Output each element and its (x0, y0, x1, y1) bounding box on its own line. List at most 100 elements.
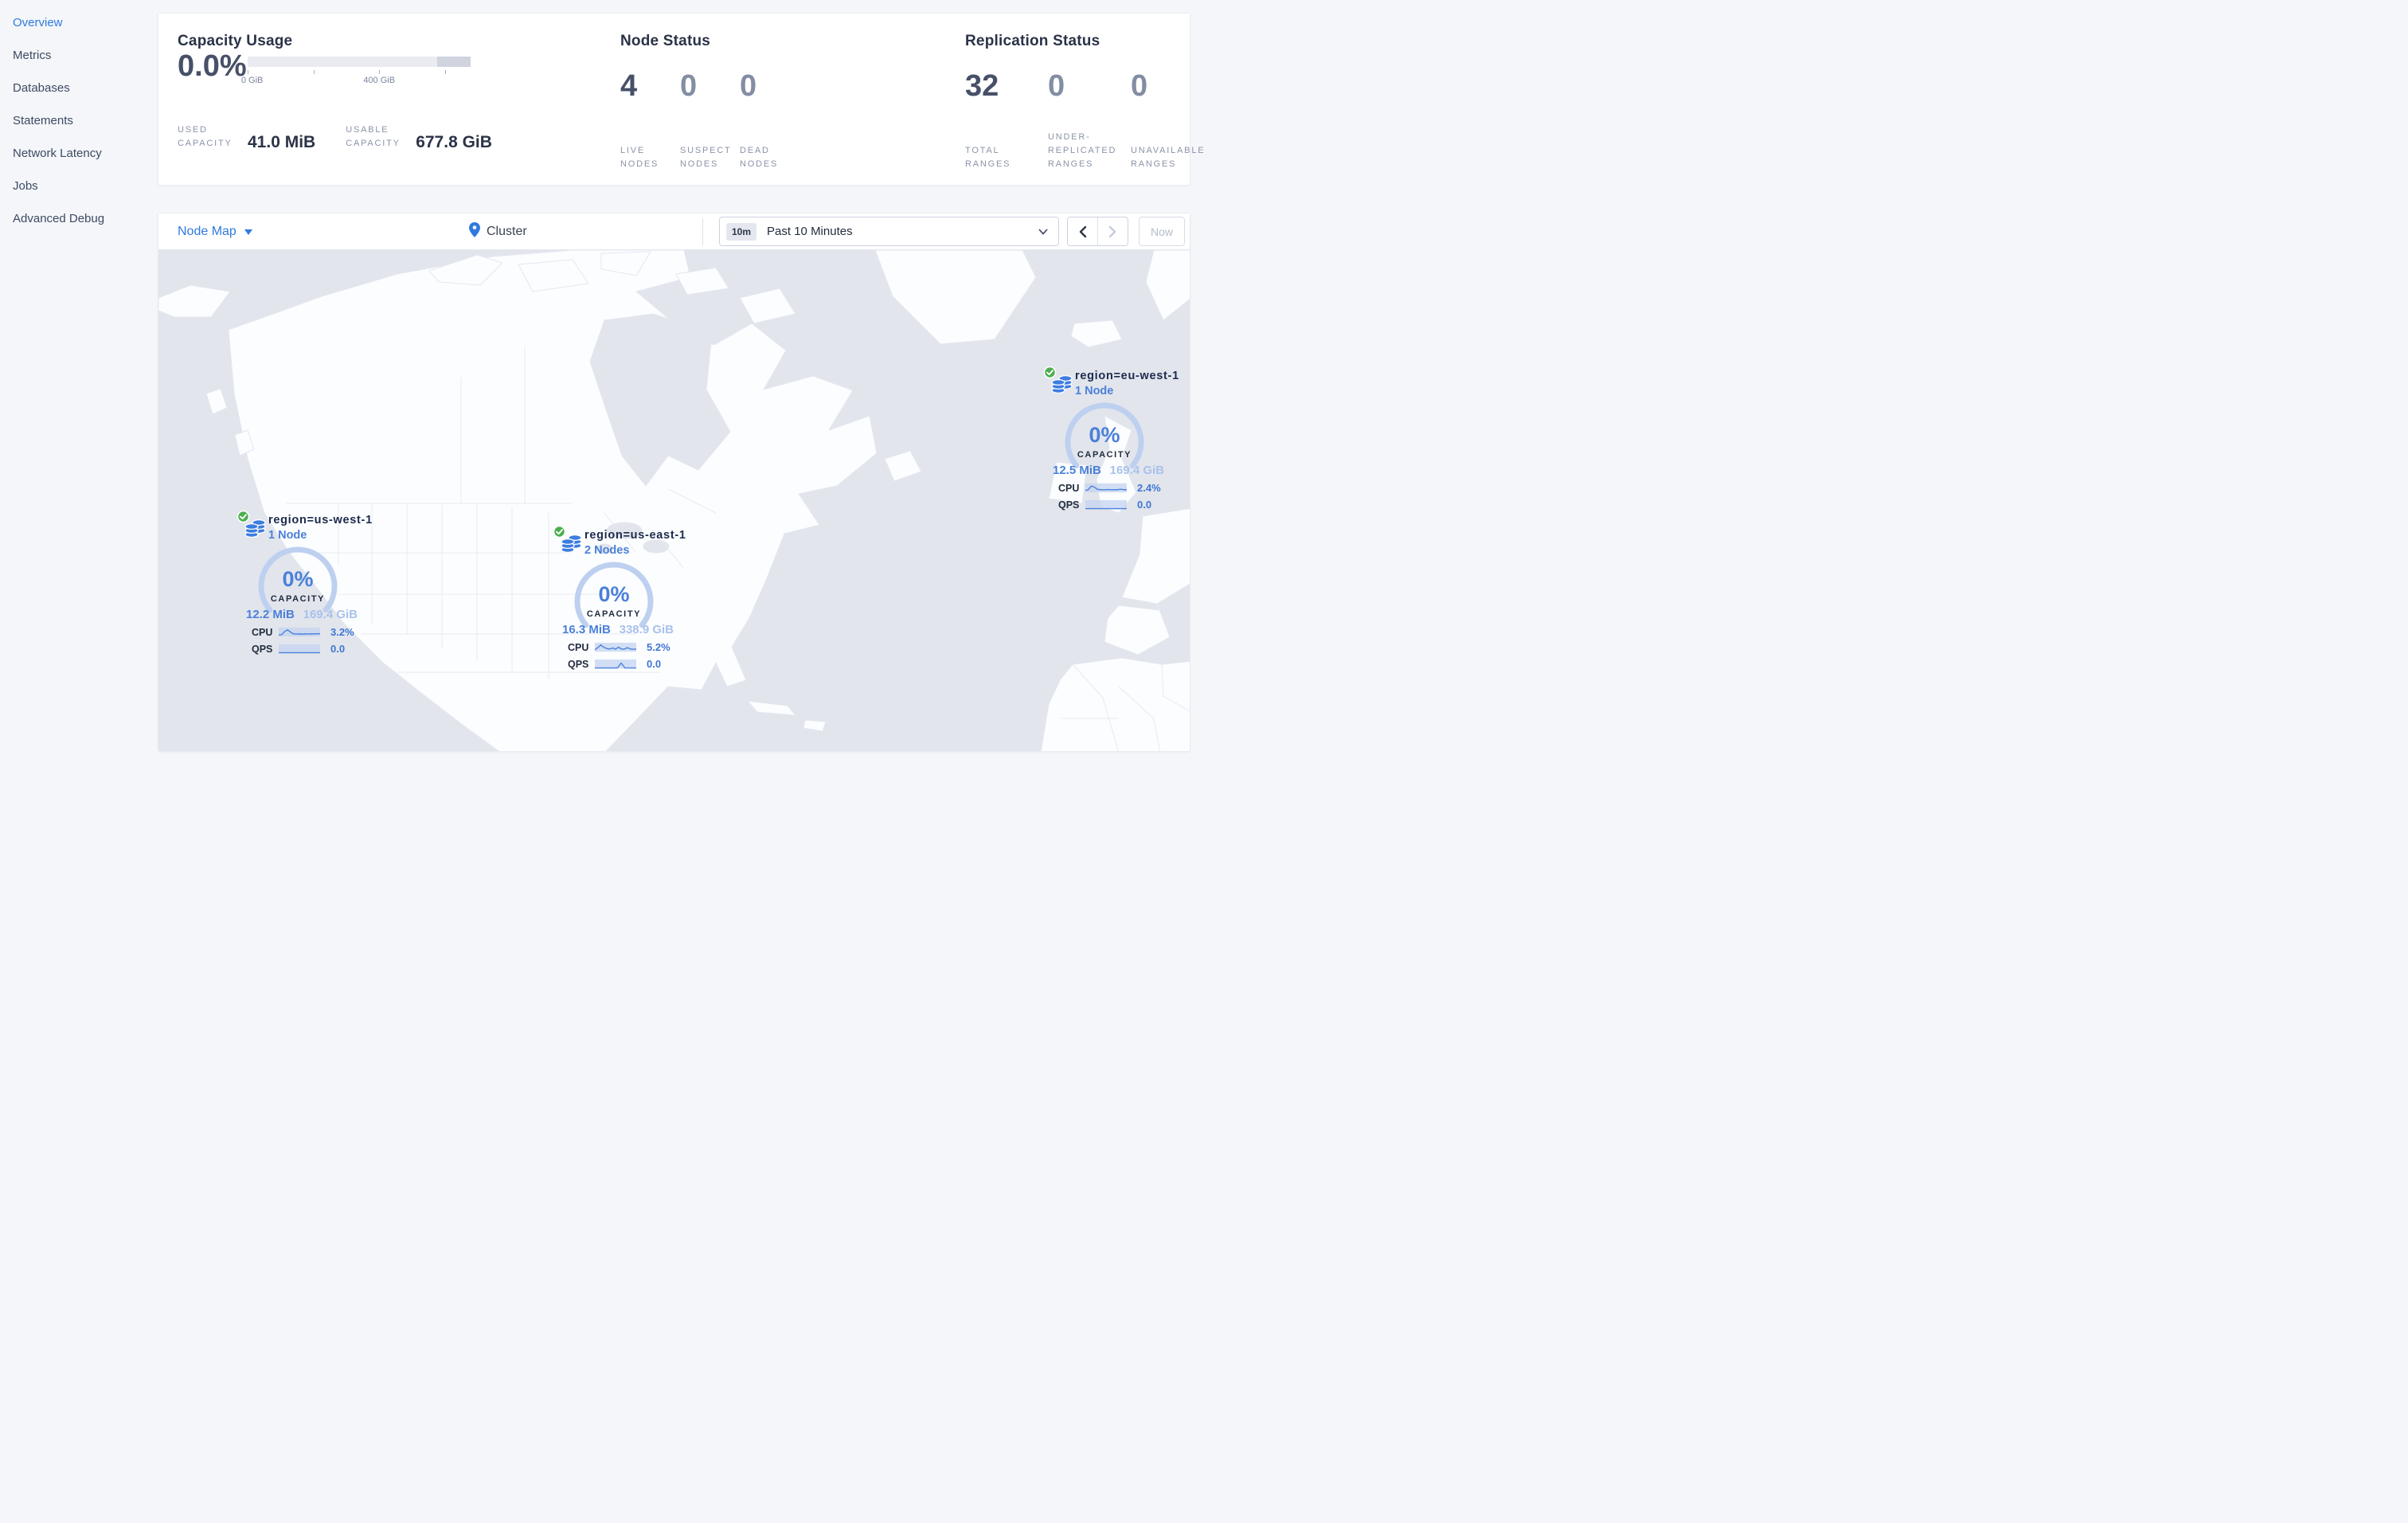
capacity-tick-label-400: 400 GiB (363, 76, 396, 85)
database-stack-icon (244, 518, 266, 543)
usable-capacity-value: 677.8 GiB (416, 133, 492, 151)
capacity-tick-200 (313, 70, 315, 74)
chevron-down-icon (244, 229, 252, 235)
healthy-check-icon (1043, 366, 1057, 383)
capacity-bar-reserved-segment (437, 57, 471, 67)
stat-unavailable-ranges: 0 UNAVAILABLE RANGES (1131, 69, 1204, 171)
time-range-next-button[interactable] (1098, 217, 1128, 245)
capacity-usage-section: Capacity Usage 0.0% 0 GiB 400 GiB (178, 33, 492, 151)
stat-live-nodes: 4 LIVE NODES (620, 69, 670, 171)
capacity-arc (574, 562, 654, 628)
capacity-caption: CAPACITY (1077, 450, 1132, 460)
map-toolbar: Node Map Cluster 10m Past 10 Minutes (158, 213, 1190, 250)
cpu-value: 5.2% (647, 641, 670, 653)
node-status-section: Node Status 4 LIVE NODES 0 SUSPECT NODES… (620, 33, 799, 171)
capacity-gauge: 0% CAPACITY (1065, 402, 1144, 482)
region-name: region=eu-west-1 (1075, 370, 1179, 382)
cpu-value: 3.2% (330, 626, 354, 638)
section-title-capacity-usage: Capacity Usage (178, 33, 293, 49)
sidebar-item-advanced-debug[interactable]: Advanced Debug (13, 212, 105, 225)
cluster-summary-panel: Capacity Usage 0.0% 0 GiB 400 GiB (158, 13, 1204, 186)
node-map: region=us-west-1 1 Node 0% CAPACITY 12.2… (158, 250, 1190, 751)
used-capacity-value: 41.0 MiB (248, 133, 316, 151)
time-range-dropdown[interactable]: 10m Past 10 Minutes (719, 217, 1059, 246)
healthy-check-icon (236, 510, 250, 527)
sidebar-item-jobs[interactable]: Jobs (13, 179, 38, 193)
region-name: region=us-west-1 (268, 514, 373, 527)
section-title-replication-status: Replication Status (965, 33, 1100, 49)
qps-value: 0.0 (647, 658, 662, 670)
time-range-prev-button[interactable] (1068, 217, 1097, 245)
cpu-value: 2.4% (1137, 482, 1161, 494)
view-selector-dropdown[interactable]: Node Map (178, 213, 252, 250)
suspect-nodes-value: 0 (680, 69, 698, 103)
qps-sparkline (595, 659, 636, 670)
region-node-count: 1 Node (268, 529, 307, 542)
stat-dead-nodes: 0 DEAD NODES (740, 69, 789, 171)
world-map (158, 250, 1190, 751)
live-nodes-value: 4 (620, 69, 638, 103)
time-range-label: Past 10 Minutes (767, 225, 853, 238)
region-marker-us-west-1[interactable]: region=us-west-1 1 Node 0% CAPACITY 12.2… (236, 510, 372, 655)
stat-under-replicated-ranges: 0 UNDER-REPLICATED RANGES (1048, 69, 1120, 171)
qps-label: QPS (252, 643, 273, 655)
qps-label: QPS (568, 658, 589, 670)
cpu-label: CPU (568, 641, 589, 653)
capacity-gauge: 0% CAPACITY (258, 546, 338, 626)
region-usable-capacity: 169.4 GiB (303, 608, 358, 621)
sidebar-item-overview[interactable]: Overview (13, 16, 63, 29)
section-title-node-status: Node Status (620, 33, 711, 49)
capacity-tick-400 (379, 70, 381, 74)
cpu-sparkline (595, 642, 636, 652)
now-button[interactable]: Now (1139, 217, 1185, 246)
replication-status-section: Replication Status 32 TOTAL RANGES 0 UND… (965, 33, 1214, 171)
total-ranges-label: TOTAL RANGES (965, 145, 1011, 169)
capacity-tick-label-0: 0 GiB (240, 76, 264, 85)
capacity-caption: CAPACITY (270, 594, 326, 604)
breadcrumb-label: Cluster (487, 225, 527, 238)
time-range-badge: 10m (726, 222, 757, 241)
region-used-capacity: 12.5 MiB (1053, 464, 1101, 477)
live-nodes-label: LIVE NODES (620, 145, 659, 169)
region-used-capacity: 12.2 MiB (246, 608, 295, 621)
range-nav-divider (1097, 217, 1098, 245)
sidebar-item-statements[interactable]: Statements (13, 114, 73, 127)
region-usable-capacity: 169.4 GiB (1109, 464, 1164, 477)
capacity-percent: 0% (282, 567, 314, 591)
cpu-sparkline (1085, 483, 1127, 493)
total-ranges-value: 32 (965, 69, 999, 103)
qps-sparkline (1085, 499, 1127, 511)
database-stack-icon (561, 533, 582, 558)
cpu-label: CPU (1058, 482, 1080, 494)
region-marker-us-east-1[interactable]: region=us-east-1 2 Nodes 0% CAPACITY 16.… (553, 525, 686, 670)
under-replicated-ranges-label: UNDER-REPLICATED RANGES (1048, 131, 1117, 169)
database-stack-icon (1051, 374, 1073, 399)
node-map-panel: Node Map Cluster 10m Past 10 Minutes (158, 213, 1190, 752)
under-replicated-ranges-value: 0 (1048, 69, 1065, 103)
dead-nodes-label: DEAD NODES (740, 145, 779, 169)
sidebar-item-databases[interactable]: Databases (13, 81, 70, 95)
sidebar-item-metrics[interactable]: Metrics (13, 49, 52, 62)
chevron-down-icon (1038, 228, 1048, 235)
capacity-tick-600 (444, 70, 446, 74)
sidebar-item-network-latency[interactable]: Network Latency (13, 147, 102, 160)
region-usable-capacity: 338.9 GiB (619, 623, 674, 636)
capacity-bar: 0 GiB 400 GiB (241, 57, 471, 85)
capacity-percent: 0% (598, 582, 630, 606)
unavailable-ranges-value: 0 (1131, 69, 1148, 103)
region-name: region=us-east-1 (584, 529, 686, 542)
capacity-used-percent: 0.0% (178, 49, 247, 83)
region-used-capacity: 16.3 MiB (562, 623, 611, 636)
qps-label: QPS (1058, 499, 1080, 511)
healthy-check-icon (553, 525, 566, 542)
cpu-sparkline (279, 627, 320, 637)
suspect-nodes-label: SUSPECT NODES (680, 145, 732, 169)
capacity-arc (1065, 402, 1144, 469)
dead-nodes-value: 0 (740, 69, 757, 103)
region-marker-eu-west-1[interactable]: region=eu-west-1 1 Node 0% CAPACITY 12.5… (1043, 366, 1179, 511)
capacity-gauge: 0% CAPACITY (574, 562, 654, 641)
qps-value: 0.0 (330, 643, 346, 655)
sidebar-nav: Overview Metrics Databases Statements Ne… (0, 0, 158, 235)
stat-total-ranges: 32 TOTAL RANGES (965, 69, 1037, 171)
stat-suspect-nodes: 0 SUSPECT NODES (680, 69, 732, 171)
